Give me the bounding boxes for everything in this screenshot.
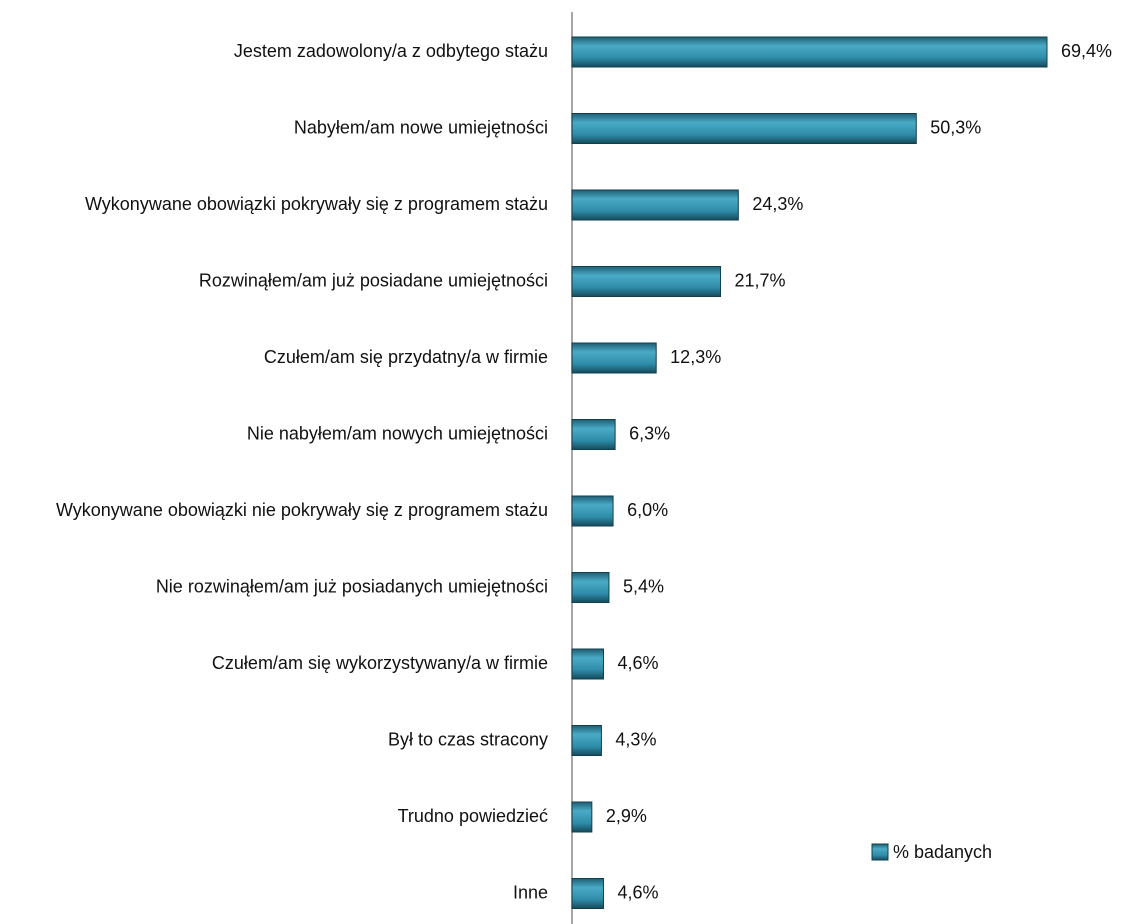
data-label: 24,3% <box>752 194 803 214</box>
bar <box>571 113 917 144</box>
y-tick-label: Nie nabyłem/am nowych umiejętności <box>247 423 548 443</box>
bar <box>571 36 1048 68</box>
data-label: 69,4% <box>1061 41 1112 61</box>
y-tick-label: Czułem/am się przydatny/a w firmie <box>264 347 548 367</box>
y-tick-label: Trudno powiedzieć <box>398 806 548 826</box>
bar <box>571 419 616 450</box>
bar <box>571 495 614 527</box>
y-tick-label: Był to czas stracony <box>388 729 548 749</box>
bar <box>571 725 602 756</box>
data-label: 4,3% <box>615 729 656 749</box>
data-label: 21,7% <box>735 270 786 290</box>
y-tick-label: Jestem zadowolony/a z odbytego stażu <box>234 41 548 61</box>
bar <box>571 189 739 221</box>
data-label: 50,3% <box>930 117 981 137</box>
y-tick-label: Nie rozwinąłem/am już posiadanych umieję… <box>156 576 548 596</box>
y-tick-label: Wykonywane obowiązki nie pokrywały się z… <box>56 500 548 520</box>
data-label: 4,6% <box>617 882 658 902</box>
data-label: 4,6% <box>617 653 658 673</box>
bar <box>571 878 604 909</box>
bar <box>571 266 722 297</box>
bar <box>571 342 657 374</box>
bar <box>571 572 610 603</box>
y-tick-label: Inne <box>513 882 548 902</box>
bar <box>571 648 604 680</box>
y-tick-label: Nabyłem/am nowe umiejętności <box>294 117 548 137</box>
legend-label: % badanych <box>893 842 992 862</box>
y-tick-label: Czułem/am się wykorzystywany/a w firmie <box>212 653 548 673</box>
y-tick-label: Rozwinąłem/am już posiadane umiejętności <box>199 270 548 290</box>
y-tick-label: Wykonywane obowiązki pokrywały się z pro… <box>85 194 548 214</box>
data-label: 2,9% <box>606 806 647 826</box>
data-label: 12,3% <box>670 347 721 367</box>
data-label: 6,3% <box>629 423 670 443</box>
data-label: 5,4% <box>623 576 664 596</box>
legend-marker <box>871 843 889 861</box>
data-label: 6,0% <box>627 500 668 520</box>
bar <box>571 801 593 833</box>
